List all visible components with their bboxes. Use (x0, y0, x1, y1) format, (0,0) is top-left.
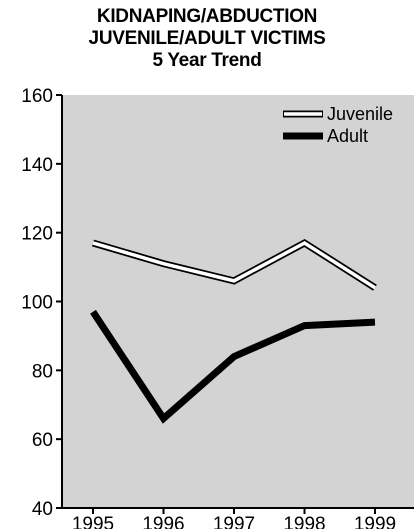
y-tick-label: 140 (21, 155, 53, 176)
x-tick-label: 1998 (283, 514, 325, 529)
y-tick-label: 60 (32, 430, 53, 451)
x-tick-label: 1995 (72, 514, 114, 529)
legend-label-juvenile: Juvenile (327, 104, 393, 124)
plot-area (62, 95, 414, 508)
series-line-adult (90, 309, 376, 424)
x-tick-label: 1999 (354, 514, 396, 529)
title-line-2: JUVENILE/ADULT VICTIMS (88, 28, 326, 49)
series-line-juvenile (92, 240, 376, 290)
title-line-1: KIDNAPING/ABDUCTION (96, 6, 318, 27)
y-tick-label: 160 (21, 86, 53, 107)
title-line-3: 5 Year Trend (152, 50, 262, 71)
x-tick-label: 1997 (213, 514, 255, 529)
y-tick-label: 80 (32, 361, 53, 382)
y-tick-label: 100 (21, 293, 53, 314)
legend-label-adult: Adult (327, 126, 368, 146)
y-tick-label: 120 (21, 224, 53, 245)
chart-title: KIDNAPING/ABDUCTION JUVENILE/ADULT VICTI… (0, 6, 414, 72)
y-tick-label: 40 (32, 499, 53, 520)
x-tick-label: 1996 (142, 514, 184, 529)
